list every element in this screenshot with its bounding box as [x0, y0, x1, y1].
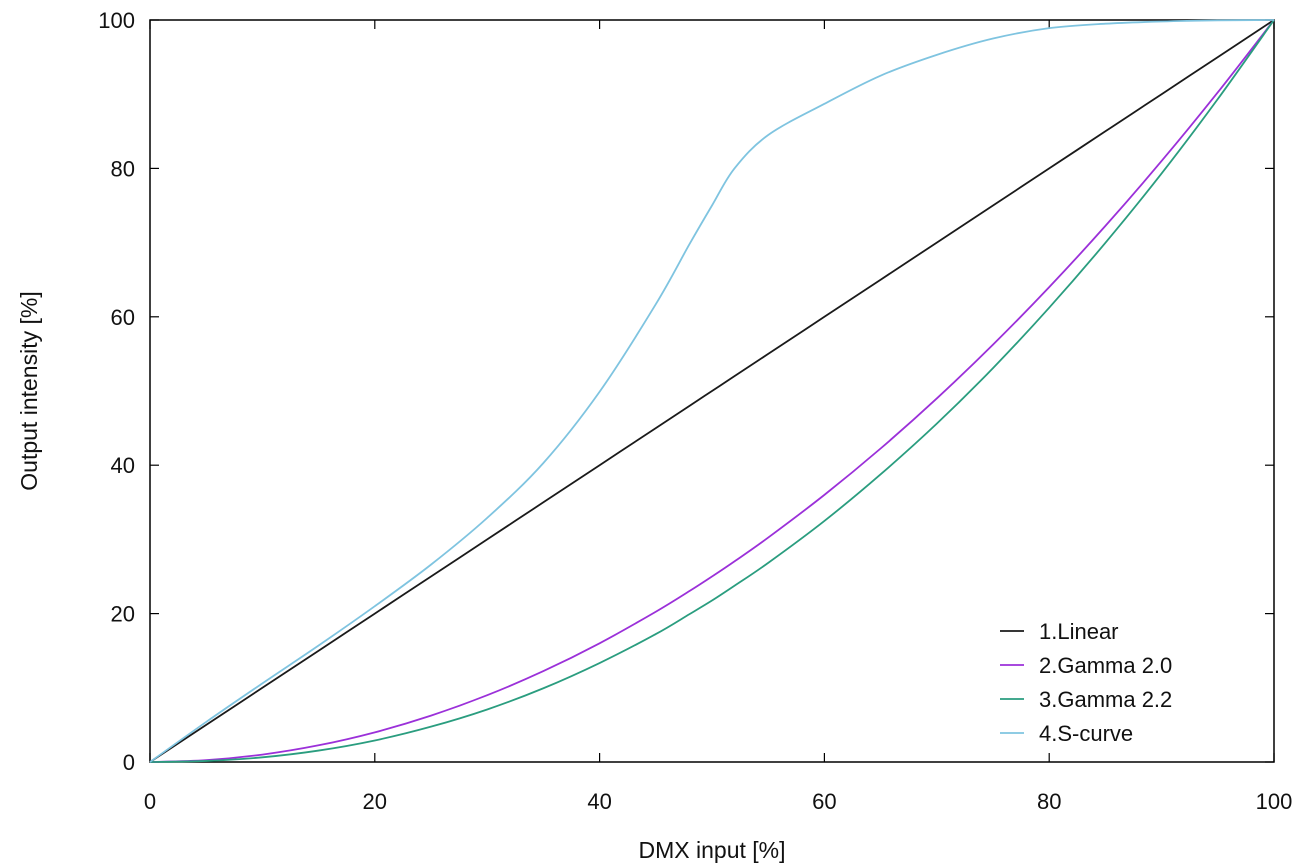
series-lines — [149, 19, 1275, 763]
y-axis-title: Output intensity [%] — [16, 291, 42, 490]
legend-label: 2.Gamma 2.0 — [1039, 653, 1172, 678]
axis-tick-labels: 0 20 40 60 80 100 0 20 40 60 80 100 — [98, 8, 1292, 814]
series-line-2 — [149, 19, 1275, 763]
y-tick-label: 80 — [111, 156, 135, 181]
axis-ticks — [149, 19, 1275, 763]
legend-label: 1.Linear — [1039, 619, 1119, 644]
legend: 1.Linear 2.Gamma 2.0 3.Gamma 2.2 4.S-curve — [1000, 619, 1172, 746]
x-axis-title: DMX input [%] — [639, 837, 786, 863]
series-line-4 — [149, 19, 1275, 763]
x-tick-label: 40 — [587, 789, 611, 814]
x-tick-label: 80 — [1037, 789, 1061, 814]
y-tick-label: 40 — [111, 453, 135, 478]
y-tick-label: 60 — [111, 305, 135, 330]
series-line-3 — [149, 19, 1275, 763]
legend-label: 4.S-curve — [1039, 721, 1133, 746]
y-tick-label: 100 — [98, 8, 135, 33]
legend-label: 3.Gamma 2.2 — [1039, 687, 1172, 712]
y-tick-label: 20 — [111, 602, 135, 627]
x-tick-label: 20 — [363, 789, 387, 814]
y-tick-label: 0 — [123, 750, 135, 775]
x-tick-label: 60 — [812, 789, 836, 814]
x-tick-label: 100 — [1256, 789, 1293, 814]
x-tick-label: 0 — [144, 789, 156, 814]
series-line-1 — [149, 19, 1275, 763]
